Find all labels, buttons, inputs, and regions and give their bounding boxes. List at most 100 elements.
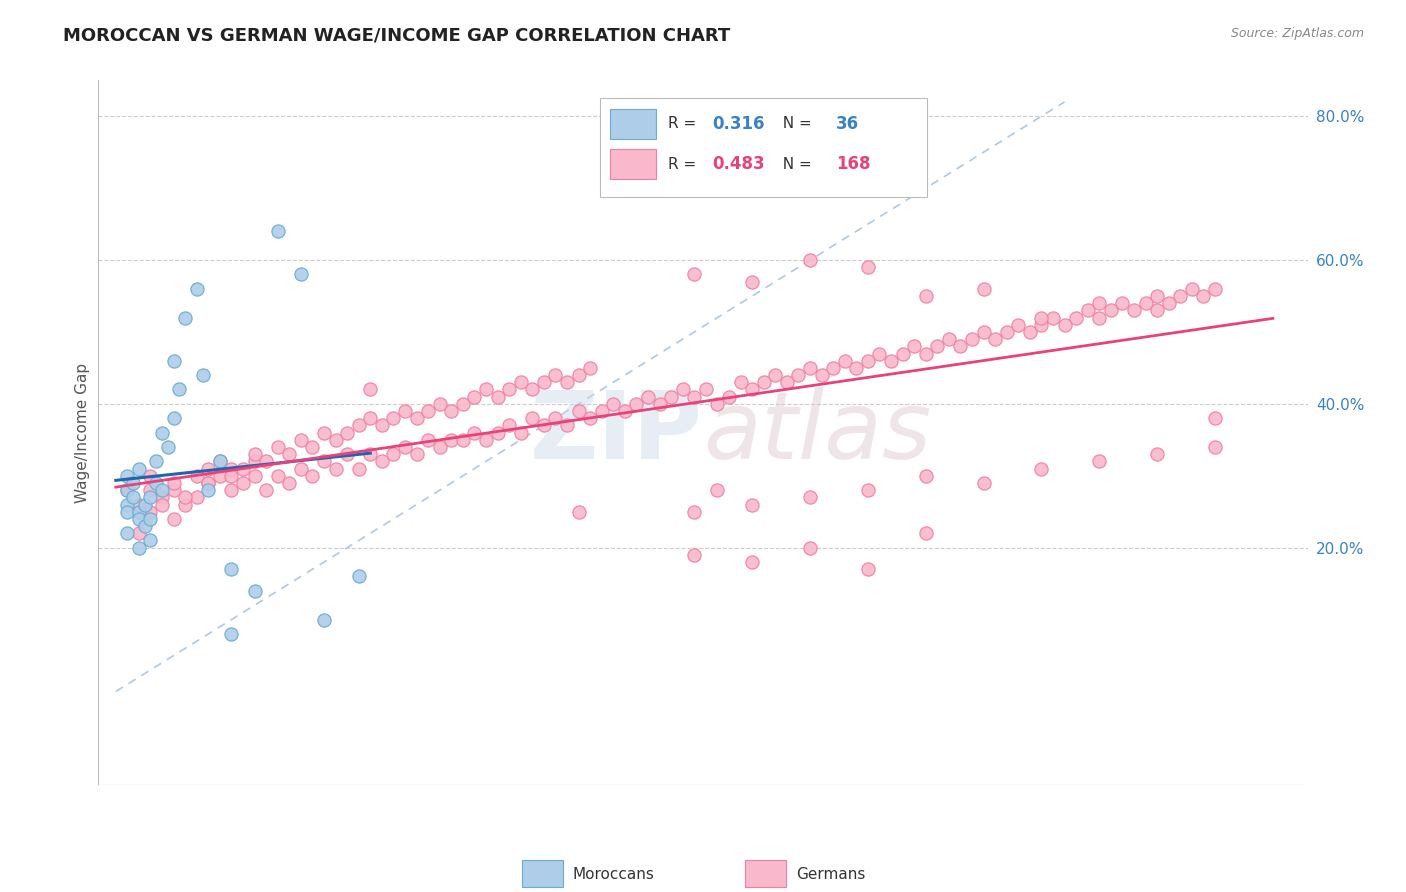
Text: R =: R = [668, 117, 702, 131]
Point [382, 447, 405, 461]
Point [139, 512, 162, 526]
Text: 168: 168 [837, 155, 870, 173]
Text: MOROCCAN VS GERMAN WAGE/INCOME GAP CORRELATION CHART: MOROCCAN VS GERMAN WAGE/INCOME GAP CORRE… [63, 27, 731, 45]
Point [197, 461, 219, 475]
Point [394, 440, 416, 454]
Point [418, 404, 440, 418]
Point [509, 425, 531, 440]
Point [156, 440, 179, 454]
Point [174, 310, 197, 325]
Point [186, 468, 208, 483]
Point [382, 411, 405, 425]
Point [128, 505, 150, 519]
Point [429, 440, 451, 454]
Point [763, 368, 786, 383]
Point [191, 368, 214, 383]
FancyBboxPatch shape [610, 149, 655, 179]
Point [117, 526, 139, 541]
Point [799, 491, 821, 505]
Point [960, 332, 983, 346]
Point [359, 447, 381, 461]
Text: 0.316: 0.316 [713, 115, 765, 133]
Point [243, 468, 266, 483]
Point [810, 368, 832, 383]
Point [672, 383, 695, 397]
Point [162, 353, 184, 368]
Text: Moroccans: Moroccans [572, 867, 654, 882]
Point [787, 368, 810, 383]
Point [949, 339, 972, 353]
Point [637, 390, 659, 404]
Point [243, 454, 266, 468]
Point [741, 275, 763, 289]
Point [1192, 289, 1215, 303]
Text: N =: N = [773, 157, 817, 171]
Point [555, 376, 578, 390]
Point [162, 512, 184, 526]
Y-axis label: Wage/Income Gap: Wage/Income Gap [75, 362, 90, 503]
Point [648, 397, 671, 411]
Point [134, 519, 156, 533]
Point [741, 498, 763, 512]
Point [174, 498, 197, 512]
Point [1031, 461, 1053, 475]
Point [555, 418, 578, 433]
Point [741, 555, 763, 569]
Point [602, 397, 624, 411]
Point [683, 505, 706, 519]
Point [533, 376, 555, 390]
Point [139, 468, 162, 483]
Point [1157, 296, 1180, 310]
Point [145, 454, 167, 468]
Point [1146, 447, 1168, 461]
Point [451, 433, 474, 447]
Point [973, 475, 995, 490]
Point [405, 411, 427, 425]
Point [799, 541, 821, 555]
Point [522, 383, 544, 397]
Point [139, 491, 162, 505]
Point [927, 339, 949, 353]
Point [498, 418, 520, 433]
Point [221, 461, 243, 475]
Point [544, 368, 567, 383]
Point [359, 383, 381, 397]
Point [856, 483, 879, 497]
Point [1123, 303, 1146, 318]
Point [405, 447, 427, 461]
Text: R =: R = [668, 157, 702, 171]
Point [208, 454, 231, 468]
Text: 36: 36 [837, 115, 859, 133]
Point [1077, 303, 1099, 318]
Point [1031, 318, 1053, 332]
Point [914, 289, 936, 303]
Point [914, 346, 936, 360]
Point [232, 475, 254, 490]
Point [938, 332, 960, 346]
Point [799, 360, 821, 375]
Point [371, 454, 394, 468]
Point [1088, 454, 1111, 468]
Point [232, 461, 254, 475]
Point [799, 253, 821, 268]
Point [208, 468, 231, 483]
Text: Source: ZipAtlas.com: Source: ZipAtlas.com [1230, 27, 1364, 40]
Point [856, 353, 879, 368]
Point [891, 346, 914, 360]
Point [197, 475, 219, 490]
Point [613, 404, 636, 418]
Point [371, 418, 394, 433]
Point [145, 475, 167, 490]
Point [1204, 440, 1226, 454]
Point [752, 376, 775, 390]
Point [150, 483, 173, 497]
Point [718, 390, 741, 404]
Point [1181, 282, 1204, 296]
Point [169, 383, 191, 397]
Point [1042, 310, 1064, 325]
Point [856, 260, 879, 275]
Point [117, 468, 139, 483]
Point [1053, 318, 1076, 332]
Point [128, 498, 150, 512]
Point [312, 613, 335, 627]
